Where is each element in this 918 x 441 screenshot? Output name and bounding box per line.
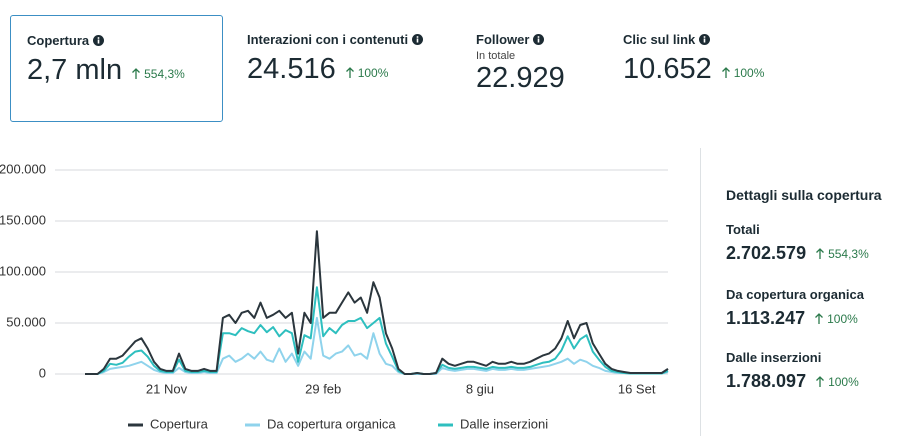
- metric-change: 100%: [345, 65, 389, 80]
- metric-change: 554,3%: [132, 67, 185, 81]
- metric-value-row: 22.929: [476, 62, 600, 95]
- series-line: [85, 286, 669, 375]
- up-arrow: [816, 376, 825, 387]
- metric-value: 10.652: [623, 53, 712, 85]
- metric-value-row: 10.652 100%: [623, 53, 807, 86]
- metric-title: Clic sul link: [623, 32, 696, 47]
- y-tick-label: 150.000: [0, 212, 46, 227]
- metric-value: 24.516: [247, 53, 336, 85]
- detail-change-value: 554,3%: [828, 246, 869, 261]
- detail-change: 554,3%: [816, 247, 869, 261]
- y-tick-label: 200.000: [0, 161, 46, 176]
- detail-value: 1.113.247: [726, 308, 806, 328]
- detail-label: Totali: [726, 222, 760, 237]
- legend-label: Dalle inserzioni: [460, 416, 548, 431]
- metric-value: 2,7 mln: [27, 54, 123, 86]
- details-title: Dettagli sulla copertura: [726, 187, 882, 203]
- up-arrow: [345, 67, 354, 78]
- metric-change-value: 554,3%: [144, 66, 185, 81]
- metric-value-row: 24.516 100%: [247, 53, 461, 86]
- up-arrow: [816, 248, 825, 259]
- up-arrow: [815, 313, 824, 324]
- divider: [700, 148, 701, 436]
- detail-change: 100%: [815, 312, 858, 326]
- detail-value: 1.788.097: [726, 371, 807, 391]
- y-tick-label: 0: [39, 365, 46, 380]
- detail-change-value: 100%: [827, 311, 858, 326]
- metric-title-row: Interazioni con i contenuti: [247, 32, 461, 47]
- detail-value: 2.702.579: [726, 243, 807, 263]
- info-icon[interactable]: [93, 35, 105, 46]
- x-tick-label: 16 Set: [618, 381, 656, 396]
- metric-title-row: Clic sul link: [623, 32, 807, 47]
- metric-change-value: 100%: [357, 65, 389, 80]
- metric-title-row: Follower: [476, 32, 600, 47]
- y-tick-label: 50.000: [6, 314, 46, 329]
- metric-title: Follower: [476, 32, 530, 47]
- info-icon[interactable]: [412, 34, 424, 45]
- legend-label: Copertura: [150, 416, 209, 431]
- metric-card[interactable]: Interazioni con i contenuti 24.516 100%: [231, 15, 461, 122]
- x-tick-label: 8 giu: [466, 381, 494, 396]
- chart: 0 50.000 100.000 150.000 200.000 21 Nov 29 feb…: [0, 161, 669, 431]
- metric-value: 22.929: [476, 62, 565, 94]
- detail-change: 100%: [816, 375, 859, 389]
- metric-value-row: 2,7 mln 554,3%: [27, 54, 222, 87]
- metric-subtitle: In totale: [476, 50, 516, 62]
- info-icon[interactable]: [699, 34, 711, 45]
- metric-card[interactable]: Follower In totale 22.929: [460, 15, 600, 122]
- series-line: [85, 316, 669, 375]
- series-line: [85, 230, 669, 375]
- x-tick-label: 21 Nov: [146, 381, 188, 396]
- metric-title-row: Copertura: [27, 33, 222, 48]
- up-arrow: [721, 67, 730, 78]
- metric-card[interactable]: Copertura 2,7 mln 554,3%: [10, 15, 223, 122]
- legend-label: Da copertura organica: [267, 416, 396, 431]
- metric-card[interactable]: Clic sul link 10.652 100%: [607, 15, 807, 122]
- x-tick-label: 29 feb: [305, 381, 341, 396]
- detail-label: Da copertura organica: [726, 287, 864, 302]
- metric-title: Copertura: [27, 33, 90, 48]
- metric-change-value: 100%: [733, 65, 765, 80]
- up-arrow: [132, 68, 141, 79]
- detail-change-value: 100%: [828, 374, 859, 389]
- metric-change: 100%: [721, 65, 765, 80]
- detail-value-row: 1.113.247 100%: [726, 308, 864, 329]
- detail-item: Dalle inserzioni 1.788.097 100%: [726, 350, 859, 392]
- metric-title: Interazioni con i contenuti: [247, 32, 409, 47]
- detail-label: Dalle inserzioni: [726, 350, 822, 365]
- info-icon[interactable]: [533, 34, 545, 45]
- detail-value-row: 2.702.579 554,3%: [726, 243, 869, 264]
- detail-value-row: 1.788.097 100%: [726, 371, 859, 392]
- detail-item: Totali 2.702.579 554,3%: [726, 222, 869, 264]
- y-tick-label: 100.000: [0, 263, 46, 278]
- detail-item: Da copertura organica 1.113.247 100%: [726, 287, 864, 329]
